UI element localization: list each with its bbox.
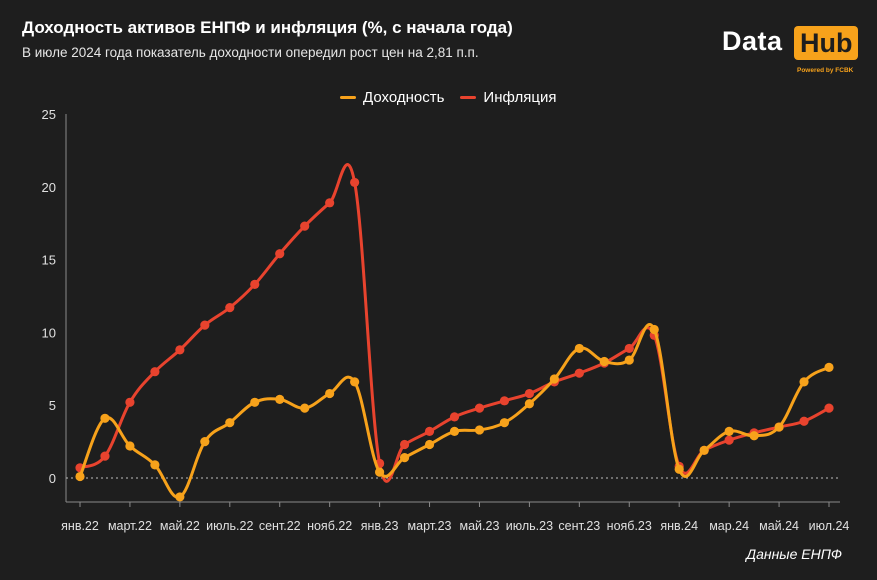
data-point-inflation (175, 345, 185, 355)
data-point-yield (350, 377, 360, 387)
x-tick-label: май.22 (160, 519, 200, 533)
data-point-yield (699, 445, 709, 455)
data-point-yield (774, 422, 784, 432)
data-point-yield (574, 343, 584, 354)
data-point-yield (225, 418, 235, 428)
data-point-yield (724, 426, 734, 437)
data-point-yield (549, 374, 559, 384)
x-tick-label: июль.22 (206, 519, 253, 533)
logo-word-data: Data (722, 26, 783, 56)
datahub-logo: Data Hub Powered by FCBK (722, 26, 862, 78)
x-tick-label: нояб.22 (307, 519, 352, 533)
x-tick-label: май.23 (460, 519, 500, 533)
data-point-inflation (100, 451, 110, 461)
data-point-inflation (799, 416, 809, 426)
data-point-inflation (524, 388, 535, 399)
x-tick-label: янв.23 (361, 519, 399, 533)
legend-item-yield: Доходность (340, 89, 444, 106)
chart-subtitle: В июле 2024 года показатель доходности о… (22, 45, 479, 60)
data-point-inflation (449, 412, 460, 422)
data-point-yield (275, 394, 285, 404)
data-point-yield (375, 467, 385, 477)
data-point-inflation (275, 249, 285, 259)
data-point-inflation (325, 198, 335, 208)
data-point-yield (824, 362, 834, 372)
legend-label-yield: Доходность (363, 89, 445, 106)
series-line-yield (78, 323, 831, 499)
logo-powered-by: Powered by FCBK (797, 67, 854, 74)
chart-series (75, 163, 834, 502)
data-point-yield (449, 426, 460, 437)
data-point-yield (599, 356, 609, 367)
data-source-note: Данные ЕНПФ (746, 546, 842, 562)
data-point-inflation (300, 221, 310, 231)
legend-swatch-yield (340, 96, 356, 99)
data-point-yield (749, 431, 759, 441)
chart-legend: Доходность Инфляция (340, 89, 572, 106)
data-point-yield (75, 471, 85, 482)
y-tick-label: 10 (42, 325, 56, 340)
data-point-yield (524, 399, 535, 409)
data-point-inflation (225, 303, 235, 313)
data-point-yield (200, 437, 210, 447)
x-tick-label: март.22 (108, 519, 152, 533)
legend-swatch-inflation (460, 96, 477, 99)
legend-item-inflation: Инфляция (460, 89, 556, 106)
data-point-yield (125, 441, 135, 451)
x-tick-label: янв.24 (660, 519, 698, 533)
data-point-yield (250, 397, 260, 407)
data-point-inflation (424, 426, 435, 437)
data-point-inflation (724, 435, 734, 445)
y-tick-label: 0 (49, 471, 56, 486)
data-point-yield (624, 355, 634, 365)
data-point-inflation (624, 343, 634, 354)
x-tick-label: сент.22 (259, 519, 301, 533)
data-point-yield (325, 388, 335, 399)
legend-label-inflation: Инфляция (483, 89, 557, 106)
data-point-inflation (200, 320, 210, 330)
logo-word-hub: Hub (794, 26, 859, 60)
x-tick-label: март.23 (408, 519, 452, 533)
chart-axes: 0 5 10 15 20 25 янв.22 март.22 май.22 июль.22 сент… (42, 107, 850, 533)
data-point-inflation (250, 279, 260, 289)
x-tick-label: янв.22 (61, 519, 99, 533)
data-point-inflation (474, 403, 485, 413)
y-tick-label: 20 (42, 180, 56, 195)
data-point-yield (649, 324, 659, 335)
x-tick-label: май.24 (759, 519, 799, 533)
data-point-yield (499, 418, 510, 428)
x-tick-label: сент.23 (558, 519, 600, 533)
x-tick-label: июль.23 (506, 519, 553, 533)
data-point-yield (300, 403, 310, 413)
data-point-yield (799, 377, 809, 387)
data-point-inflation (350, 177, 360, 188)
data-point-yield (424, 439, 435, 450)
data-point-inflation (499, 396, 510, 406)
x-tick-label: мар.24 (709, 519, 749, 533)
data-point-yield (399, 453, 410, 463)
data-point-inflation (399, 439, 410, 450)
y-tick-label: 15 (42, 253, 56, 268)
data-point-inflation (125, 397, 135, 407)
data-point-yield (100, 413, 110, 423)
x-tick-label: нояб.23 (607, 519, 652, 533)
data-point-yield (150, 460, 160, 470)
data-point-inflation (574, 368, 584, 378)
y-tick-label: 25 (42, 107, 56, 122)
data-point-inflation (150, 367, 160, 377)
data-point-yield (674, 464, 684, 474)
data-point-inflation (824, 403, 834, 413)
x-tick-label: июл.24 (809, 519, 850, 533)
data-point-yield (474, 425, 485, 435)
chart-title: Доходность активов ЕНПФ и инфляция (%, с… (22, 18, 513, 37)
data-point-yield (175, 492, 185, 502)
y-tick-label: 5 (49, 398, 56, 413)
